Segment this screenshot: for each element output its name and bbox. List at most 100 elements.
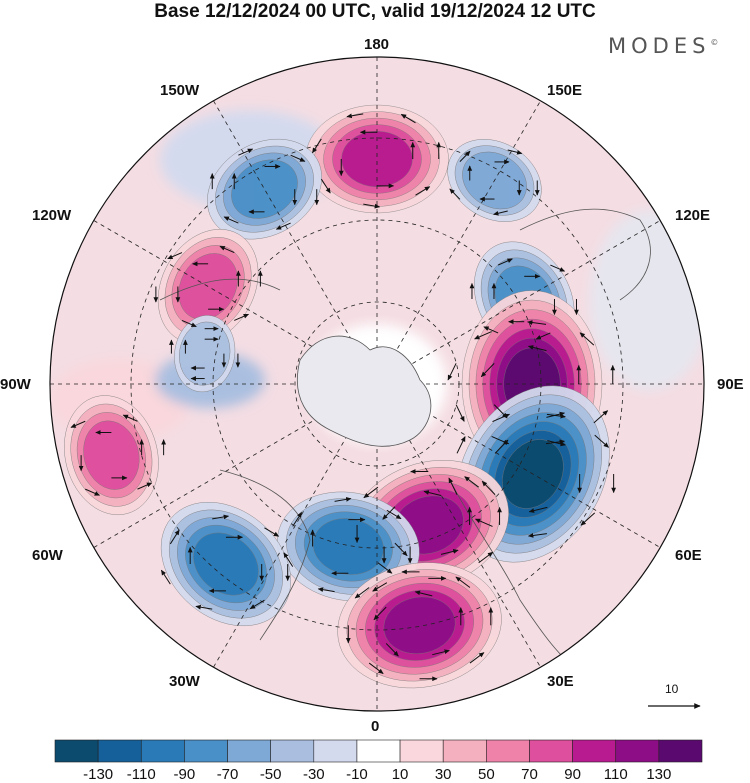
colorbar-tick-label: -110 bbox=[126, 766, 156, 783]
wind-arrow bbox=[181, 319, 197, 328]
wind-arrow bbox=[455, 576, 471, 588]
brand-mark: © bbox=[710, 38, 719, 47]
wind-arrow bbox=[492, 413, 511, 423]
anomaly-centers bbox=[64, 104, 610, 689]
wind-arrow bbox=[527, 320, 547, 325]
wind-arrow bbox=[264, 527, 280, 537]
brand-logo: MODES© bbox=[608, 34, 718, 58]
wind-arrow bbox=[493, 210, 508, 216]
colorbar-tick-label: 30 bbox=[434, 766, 452, 783]
wind-arrow bbox=[400, 113, 416, 124]
colorbar bbox=[54, 739, 703, 763]
wind-arrow bbox=[167, 252, 183, 260]
colorbar-swatch bbox=[486, 739, 530, 763]
wind-arrow bbox=[423, 490, 442, 497]
wind-arrow bbox=[368, 662, 384, 674]
wind-arrow bbox=[481, 480, 496, 495]
wind-arrow bbox=[169, 529, 180, 545]
wind-arrow bbox=[594, 434, 609, 448]
anomaly-center-positive bbox=[337, 562, 502, 689]
wind-arrow bbox=[528, 506, 548, 513]
lon-label-150e: 150E bbox=[547, 82, 583, 99]
lon-label-30e: 30E bbox=[547, 673, 574, 690]
wind-arrow bbox=[414, 590, 433, 597]
colorbar-swatch bbox=[658, 739, 703, 763]
wind-arrow bbox=[455, 404, 465, 422]
wind-arrow bbox=[377, 562, 393, 574]
wind-arrow bbox=[546, 413, 566, 419]
colorbar-swatch bbox=[227, 739, 271, 763]
graticule bbox=[50, 57, 704, 711]
wind-arrow bbox=[474, 518, 493, 527]
wind-arrow bbox=[292, 512, 303, 527]
anomaly-center-positive bbox=[64, 395, 159, 516]
wind-arrow bbox=[372, 582, 388, 592]
colorbar-swatch bbox=[529, 739, 573, 763]
anomaly-center-negative bbox=[160, 501, 291, 627]
lon-label-120w: 120W bbox=[32, 207, 72, 224]
meridian bbox=[213, 100, 541, 668]
lon-label-60e: 60E bbox=[675, 547, 702, 564]
wind-arrow bbox=[223, 216, 239, 224]
wind-arrow bbox=[249, 599, 265, 610]
wind-arrow bbox=[474, 331, 492, 340]
wind-arrow bbox=[456, 436, 466, 454]
colorbar-tick-label: 10 bbox=[391, 766, 409, 783]
wind-arrow bbox=[317, 587, 335, 593]
wind-arrow bbox=[579, 332, 595, 346]
colorbar-swatch bbox=[270, 739, 315, 763]
colorbar-swatch bbox=[313, 739, 358, 763]
colorbar-swatch bbox=[54, 739, 99, 763]
anomaly-contour bbox=[193, 532, 259, 596]
wind-arrow bbox=[527, 345, 547, 352]
lon-label-left: 90W bbox=[0, 376, 31, 393]
lon-label-30w: 30W bbox=[169, 673, 200, 690]
wind-arrow bbox=[535, 332, 551, 340]
colorbar-swatch bbox=[356, 739, 401, 763]
colorbar-tick-label: -130 bbox=[83, 766, 114, 783]
wind-arrow bbox=[580, 512, 596, 526]
reference-vector-label: 10 bbox=[665, 682, 679, 696]
colorbar-tick-label: 130 bbox=[646, 766, 672, 783]
wind-arrow bbox=[550, 264, 566, 272]
wind-arrow bbox=[160, 569, 171, 585]
meridian bbox=[93, 220, 661, 548]
wind-arrow bbox=[290, 154, 306, 162]
wind-arrow bbox=[447, 363, 457, 381]
wind-arrow bbox=[497, 258, 513, 266]
wind-arrow bbox=[507, 149, 523, 155]
wind-arrow bbox=[448, 477, 458, 495]
map-boundary bbox=[49, 56, 705, 712]
wind-arrow bbox=[480, 363, 495, 378]
lon-label-right: 90E bbox=[717, 376, 744, 393]
wind-arrow bbox=[459, 150, 471, 162]
wind-arrow bbox=[334, 497, 352, 502]
anomaly-contour bbox=[83, 420, 140, 490]
wind-arrow bbox=[494, 439, 509, 454]
colorbar-tick-label: -50 bbox=[259, 766, 282, 783]
colorbar-swatch bbox=[97, 739, 142, 763]
wind-arrow bbox=[195, 604, 213, 610]
meridian bbox=[93, 220, 661, 548]
colorbar-tick-label: 70 bbox=[521, 766, 538, 783]
colorbar-tick-label: -30 bbox=[302, 766, 325, 783]
colorbar-tick-label: 90 bbox=[564, 766, 581, 783]
lon-label-bottom: 0 bbox=[371, 718, 380, 735]
lon-label-60w: 60W bbox=[32, 547, 63, 564]
lon-label-120e: 120E bbox=[675, 207, 711, 224]
colorbar-tick-label: -90 bbox=[173, 766, 196, 783]
wind-arrow bbox=[382, 506, 396, 520]
wind-arrow bbox=[137, 482, 153, 490]
wind-arrow bbox=[469, 652, 485, 664]
wind-arrow bbox=[483, 326, 499, 334]
wind-arrow bbox=[219, 245, 235, 254]
anomaly-center-negative bbox=[277, 491, 420, 602]
colorbar-swatch bbox=[184, 739, 228, 763]
wind-arrow bbox=[478, 551, 494, 564]
wind-arrow bbox=[320, 178, 331, 194]
wind-arrow bbox=[593, 410, 609, 424]
wind-arrow bbox=[464, 476, 479, 488]
wind-arrow bbox=[275, 222, 291, 230]
wind-arrow bbox=[394, 542, 408, 557]
